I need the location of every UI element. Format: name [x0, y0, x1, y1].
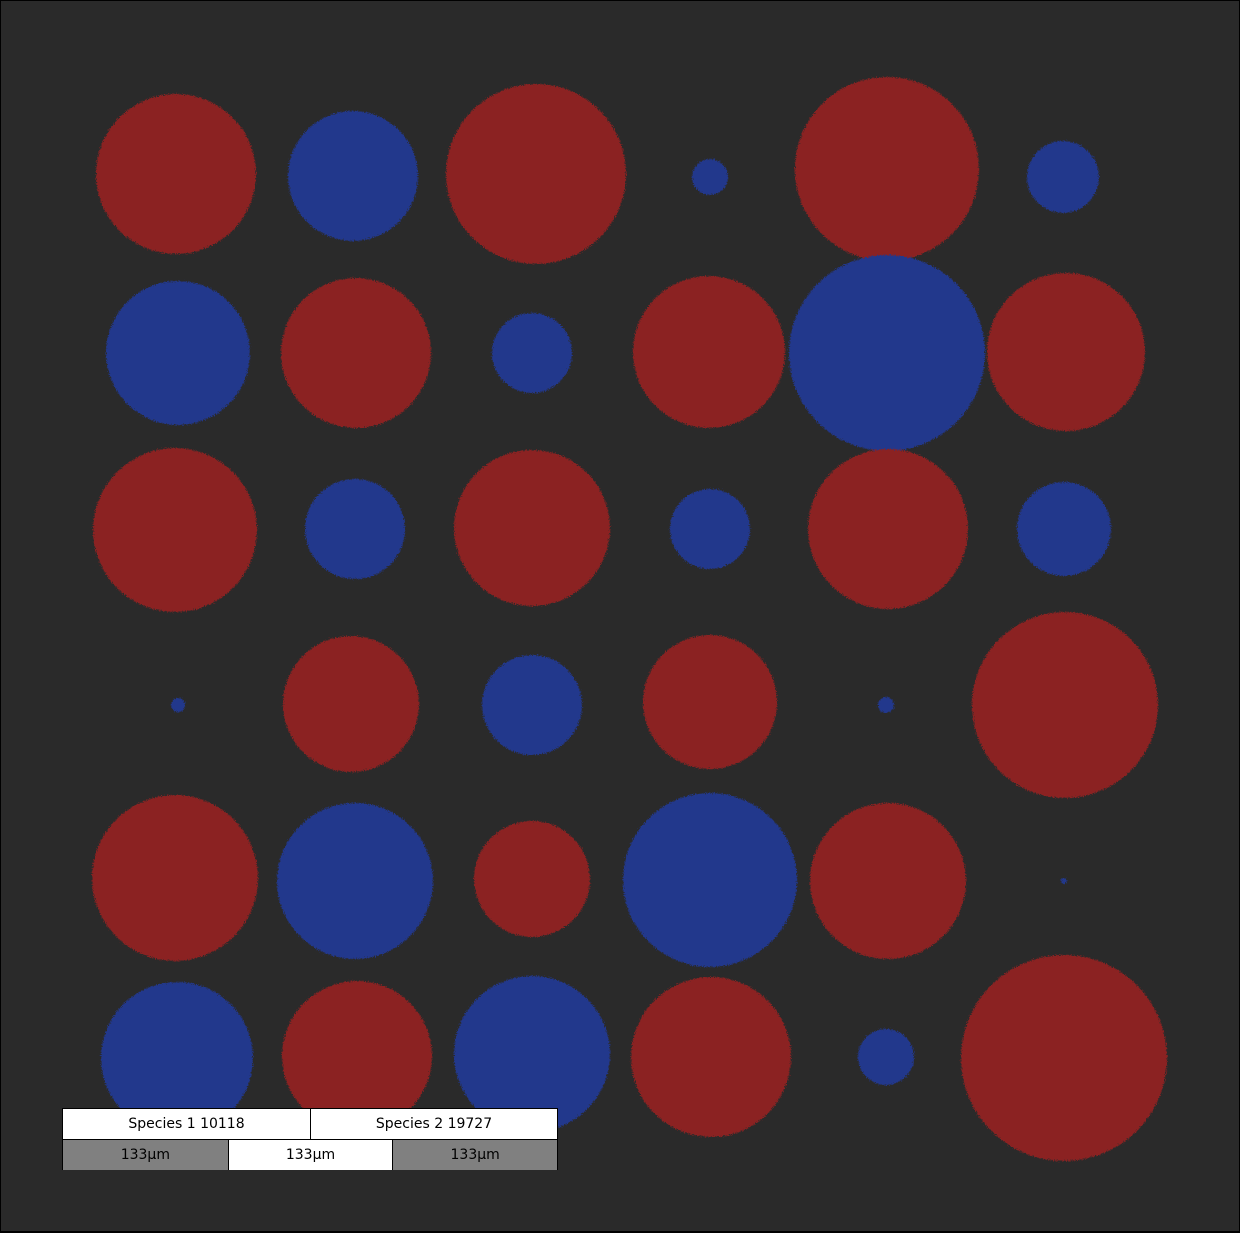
species-1-colony — [961, 955, 1167, 1161]
species-1-colony — [283, 636, 419, 772]
species-2-colony — [288, 111, 418, 241]
species-2-colony — [670, 489, 750, 569]
species-1-colony — [282, 981, 432, 1131]
species-1-colony — [808, 449, 968, 609]
species-1-colony — [96, 94, 256, 254]
species-2-colony — [1017, 482, 1111, 576]
species-2-colony — [492, 313, 572, 393]
species-1-colony — [972, 612, 1158, 798]
species-1-colony — [643, 635, 777, 769]
scale-segment-1: 133µm — [63, 1140, 228, 1170]
species-1-colony — [633, 276, 785, 428]
species-1-colony — [795, 77, 979, 261]
species-1-colony — [631, 977, 791, 1137]
species-1-colony — [987, 273, 1145, 431]
species-2-colony — [482, 655, 582, 755]
species-1-colony — [810, 803, 966, 959]
legend-table: Species 1 10118 Species 2 19727 133µm 13… — [62, 1108, 558, 1170]
species-2-colony — [789, 255, 985, 451]
scale-segment-2: 133µm — [227, 1140, 393, 1170]
species-1-colony — [93, 448, 257, 612]
species-2-colony — [1027, 141, 1099, 213]
species-1-colony — [92, 795, 258, 961]
species-2-colony — [858, 1029, 914, 1085]
species-2-colony — [171, 698, 185, 712]
species-2-colony — [101, 982, 253, 1134]
species-2-label: Species 2 19727 — [310, 1109, 557, 1139]
species-1-label: Species 1 10118 — [63, 1109, 310, 1139]
species-2-colony — [106, 281, 250, 425]
species-1-colony — [446, 84, 626, 264]
species-1-colony — [454, 450, 610, 606]
species-2-colony — [623, 793, 797, 967]
species-2-colony — [305, 479, 405, 579]
scale-segment-3: 133µm — [392, 1140, 557, 1170]
species-2-colony — [454, 976, 610, 1132]
species-1-colony — [474, 821, 590, 937]
species-2-colony — [277, 803, 433, 959]
species-2-colony — [1061, 878, 1067, 884]
species-1-colony — [281, 278, 431, 428]
species-2-colony — [878, 697, 894, 713]
species-2-colony — [692, 159, 728, 195]
scale-bar-row: 133µm 133µm 133µm — [63, 1140, 557, 1170]
species-legend-row: Species 1 10118 Species 2 19727 — [63, 1109, 557, 1139]
